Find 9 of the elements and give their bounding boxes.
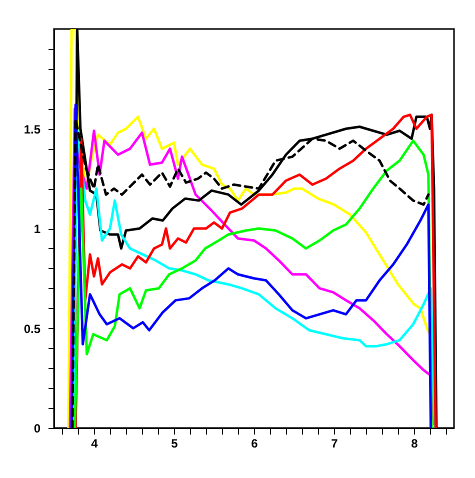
y-tick-label: 0	[34, 422, 41, 436]
x-tick-label: 5	[171, 436, 178, 450]
x-tick-label: 7	[331, 436, 338, 450]
x-tick-label: 4	[91, 436, 98, 450]
y-tick-label: 1.5	[24, 122, 41, 136]
x-tick-label: 8	[411, 436, 418, 450]
y-tick-label: 0.5	[24, 322, 41, 336]
y-tick-label: 1	[34, 222, 41, 236]
x-tick-label: 6	[251, 436, 258, 450]
